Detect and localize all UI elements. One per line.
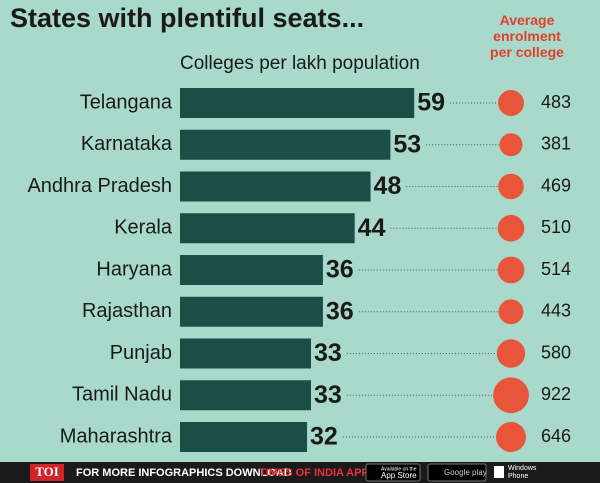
enrolment-label: 922 xyxy=(541,384,571,404)
category-label: Karnataka xyxy=(81,133,173,155)
store-badge[interactable] xyxy=(365,463,421,482)
brand: TOI xyxy=(35,464,59,479)
value-label: 33 xyxy=(314,381,342,409)
enrolment-circle xyxy=(496,339,526,368)
brand-box xyxy=(30,464,64,481)
bar xyxy=(180,88,415,118)
store-text[interactable]: Windows xyxy=(508,465,537,472)
enrolment-circle xyxy=(499,133,523,157)
bar xyxy=(180,338,312,369)
enrolment-circle xyxy=(498,90,524,116)
value-label: 48 xyxy=(374,172,402,200)
bar xyxy=(180,296,323,327)
category-label: Telangana xyxy=(80,91,173,113)
bar xyxy=(180,213,355,244)
enrolment-circle xyxy=(493,377,529,414)
category-label: Punjab xyxy=(110,342,172,364)
category-label: Rajasthan xyxy=(82,300,172,322)
store-icon xyxy=(494,466,504,478)
bar xyxy=(180,255,323,285)
enrolment-label: 483 xyxy=(541,92,571,112)
enrolment-label: 646 xyxy=(541,426,571,446)
footer-app: TIMES OF INDIA APP xyxy=(259,467,369,479)
enrolment-label: 510 xyxy=(541,217,571,237)
category-label: Haryana xyxy=(96,258,172,280)
value-label: 44 xyxy=(358,214,386,242)
value-label: 36 xyxy=(326,256,354,284)
value-label: 33 xyxy=(314,339,342,367)
enrolment-label: 514 xyxy=(541,259,571,279)
footer-text: FOR MORE INFOGRAPHICS DOWNLOAD xyxy=(76,467,292,479)
category-label: Maharashtra xyxy=(60,425,173,447)
enrolment-label: 469 xyxy=(541,175,571,195)
enrolment-circle xyxy=(496,422,526,452)
store-badge[interactable] xyxy=(427,463,487,482)
chart-title: States with plentiful seats... xyxy=(10,3,364,33)
bar xyxy=(180,171,371,202)
bar-series-label: Colleges per lakh population xyxy=(180,53,420,74)
category-label: Andhra Pradesh xyxy=(27,175,172,197)
store-text: App Store xyxy=(381,471,417,480)
enrolment-label: 580 xyxy=(541,342,571,362)
category-label: Tamil Nadu xyxy=(72,384,172,406)
store-text: Available on the xyxy=(381,466,417,472)
enrolment-circle xyxy=(498,299,524,325)
enrolment-label: 443 xyxy=(541,301,571,321)
circle-series-label: Average enrolment per college xyxy=(490,12,564,60)
category-label: Kerala xyxy=(114,217,173,239)
enrolment-circle xyxy=(497,256,525,284)
value-label: 53 xyxy=(393,130,421,158)
enrolment-circle xyxy=(498,173,524,200)
enrolment-circle xyxy=(497,214,525,242)
bar xyxy=(180,422,308,452)
enrolment-label: 381 xyxy=(541,134,571,154)
value-label: 59 xyxy=(417,89,445,117)
bar xyxy=(180,380,312,411)
bar xyxy=(180,129,391,160)
store-text: Google play xyxy=(444,468,487,477)
value-label: 32 xyxy=(310,423,338,451)
value-label: 36 xyxy=(326,297,354,325)
store-text[interactable]: Phone xyxy=(508,473,528,480)
